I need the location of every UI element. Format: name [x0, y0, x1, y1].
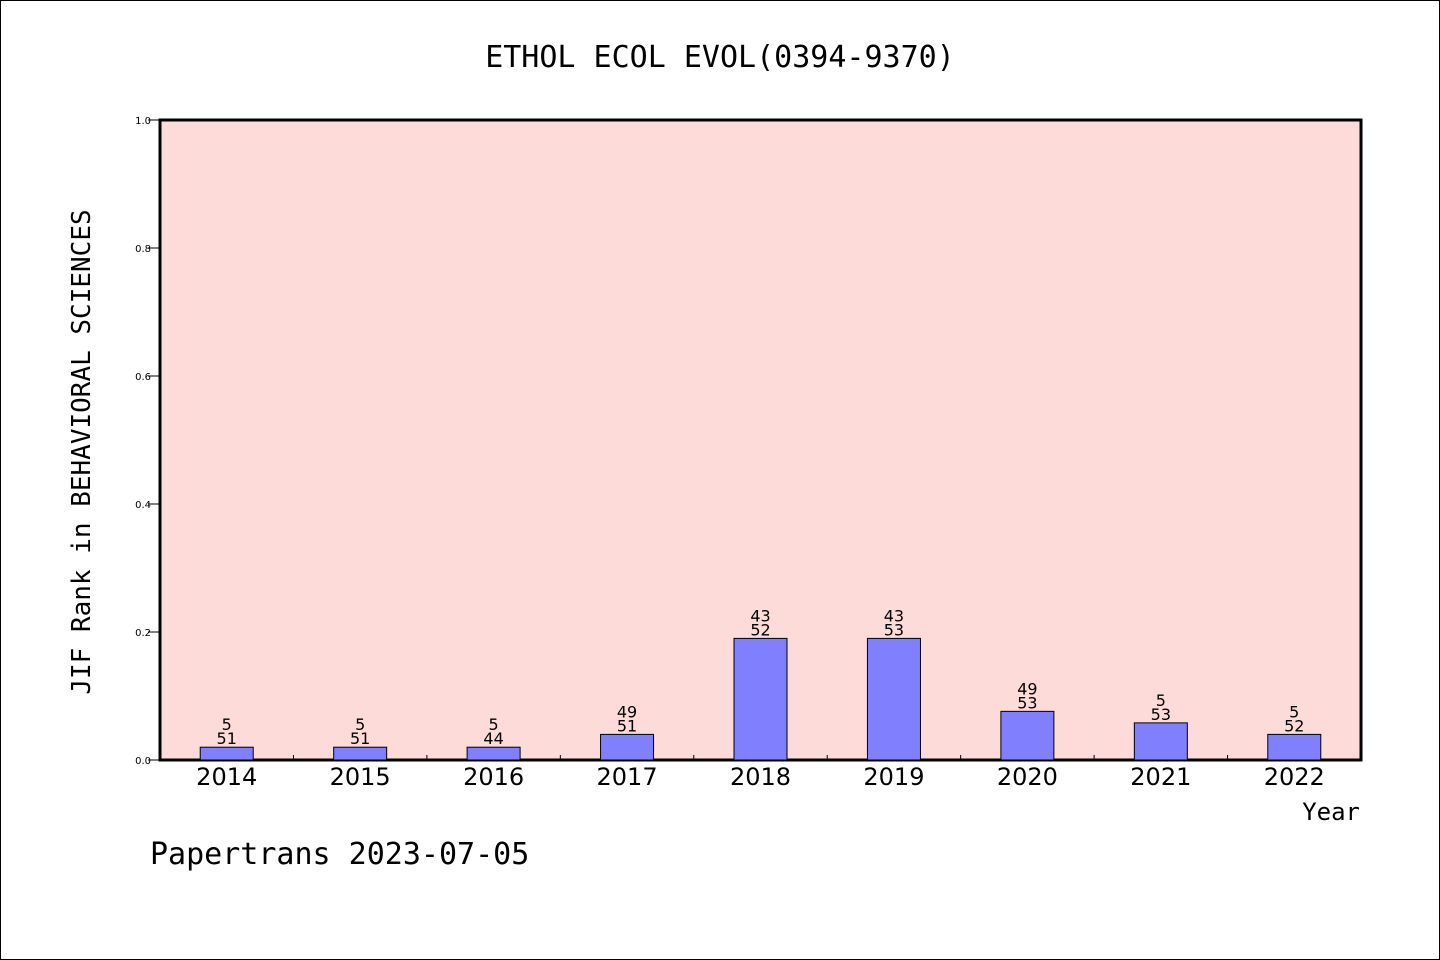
x-tick-label: 2022	[1264, 763, 1325, 791]
bar-label-rank: 5	[1289, 702, 1299, 721]
x-tick-label: 2020	[997, 763, 1058, 791]
bar	[600, 733, 655, 761]
y-tick-label: 0.8	[135, 244, 151, 255]
y-tick-label: 0.2	[135, 628, 151, 639]
y-tick-label: 1.0	[135, 116, 151, 127]
x-tick-label: 2018	[730, 763, 791, 791]
x-axis-label: Year	[1302, 798, 1360, 826]
x-tick-label: 2021	[1130, 763, 1191, 791]
bar-label-rank: 5	[355, 715, 365, 734]
x-tick-label: 2015	[330, 763, 391, 791]
y-tick-label: 0.6	[135, 372, 151, 383]
bar	[1267, 733, 1322, 761]
bar-label-total: 53	[1017, 693, 1037, 712]
x-tick-label: 2019	[863, 763, 924, 791]
bar-label-total: 53	[1151, 705, 1171, 724]
bar	[466, 746, 521, 761]
y-tick-label: 0.0	[135, 756, 151, 767]
bar-label-rank: 49	[1017, 679, 1037, 698]
bar-label-total: 53	[884, 620, 904, 639]
bar-label-rank: 5	[1156, 691, 1166, 710]
bar-label-total: 51	[350, 729, 370, 748]
y-axis: 0.0 0.2 0.4 0.6 0.8 1.0	[135, 116, 160, 767]
x-axis: 2014 2015 2016 2017 2018 2019 2020 2021 2022	[196, 755, 1325, 791]
bar-label-rank: 5	[489, 715, 499, 734]
bars	[199, 637, 1322, 761]
y-axis-label: JIF Rank in BEHAVIORAL SCIENCES	[67, 209, 97, 694]
bar-label-total: 51	[217, 729, 237, 748]
bar	[333, 746, 388, 761]
x-tick-label: 2017	[597, 763, 658, 791]
bar	[1133, 722, 1188, 761]
x-tick-label: 2014	[196, 763, 257, 791]
chart-title: ETHOL ECOL EVOL(0394-9370)	[485, 40, 955, 75]
footer-text: Papertrans 2023-07-05	[150, 837, 529, 872]
bar-label-total: 51	[617, 716, 637, 735]
x-tick-label: 2016	[463, 763, 524, 791]
y-tick-label: 0.4	[135, 500, 151, 511]
bar	[733, 637, 788, 761]
bar-label-rank: 49	[617, 702, 637, 721]
bar-label-total: 52	[1284, 716, 1304, 735]
bar-label-total: 44	[483, 729, 503, 748]
bar	[199, 746, 254, 761]
bar-label-total: 52	[750, 620, 770, 639]
bar	[1000, 710, 1055, 761]
bar-label-rank: 43	[750, 606, 770, 625]
bar-label-rank: 5	[222, 715, 232, 734]
bar	[866, 637, 921, 761]
bar-label-rank: 43	[884, 606, 904, 625]
